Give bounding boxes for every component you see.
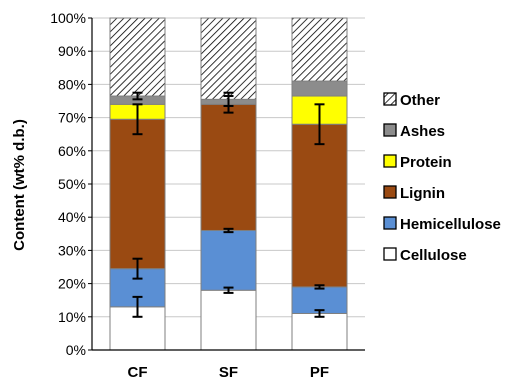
y-tick-label: 90% [58,43,86,59]
y-tick-label: 10% [58,309,86,325]
axes: 0% 10% 20% 30% 40% 50% 60% 70% 80% 90% 100% CF SF PF [50,10,365,381]
legend-label-lignin: Lignin [400,185,445,202]
legend-label-other: Other [400,92,440,109]
bars [109,17,348,351]
legend: Other Ashes Protein Lignin Hemicellulose Cell… [383,92,501,264]
y-tick-label: 60% [58,143,86,159]
x-tick-label: CF [128,364,148,380]
y-tick-label: 20% [58,276,86,292]
bar-segment-ashes [291,80,348,97]
x-tick-label: PF [310,364,329,380]
legend-swatch-lignin [383,185,397,199]
bar-segment-lignin [200,103,257,231]
legend-swatch-ashes [383,123,397,137]
legend-swatch-protein [383,154,397,168]
bar-segment-lignin [109,118,166,270]
y-tick-label: 100% [50,10,86,26]
legend-label-ashes: Ashes [400,123,445,140]
y-tick-label: 70% [58,110,86,126]
y-tick-label: 0% [66,342,86,358]
legend-swatch-hemicellulose [383,216,397,230]
bar-segment-other [291,17,348,82]
bar-segment-other [109,17,166,97]
y-tick-label: 50% [58,176,86,192]
legend-label-protein: Protein [400,154,452,171]
bar-segment-lignin [291,123,348,288]
y-axis-label: Content (wt% d.b.) [11,119,28,251]
legend-label-hemicellulose: Hemicellulose [400,216,501,233]
bar-segment-other [200,17,257,100]
legend-swatch-other [383,92,397,106]
y-tick-label: 80% [58,76,86,92]
legend-label-cellulose: Cellulose [400,247,467,264]
bar-segment-cellulose [200,289,257,351]
bar-segment-hemicellulose [200,229,257,291]
y-tick-label: 30% [58,242,86,258]
bar-segment-cellulose [291,312,348,351]
legend-swatch-cellulose [383,247,397,261]
x-tick-label: SF [219,364,238,380]
error-bars [132,91,325,318]
y-tick-label: 40% [58,209,86,225]
